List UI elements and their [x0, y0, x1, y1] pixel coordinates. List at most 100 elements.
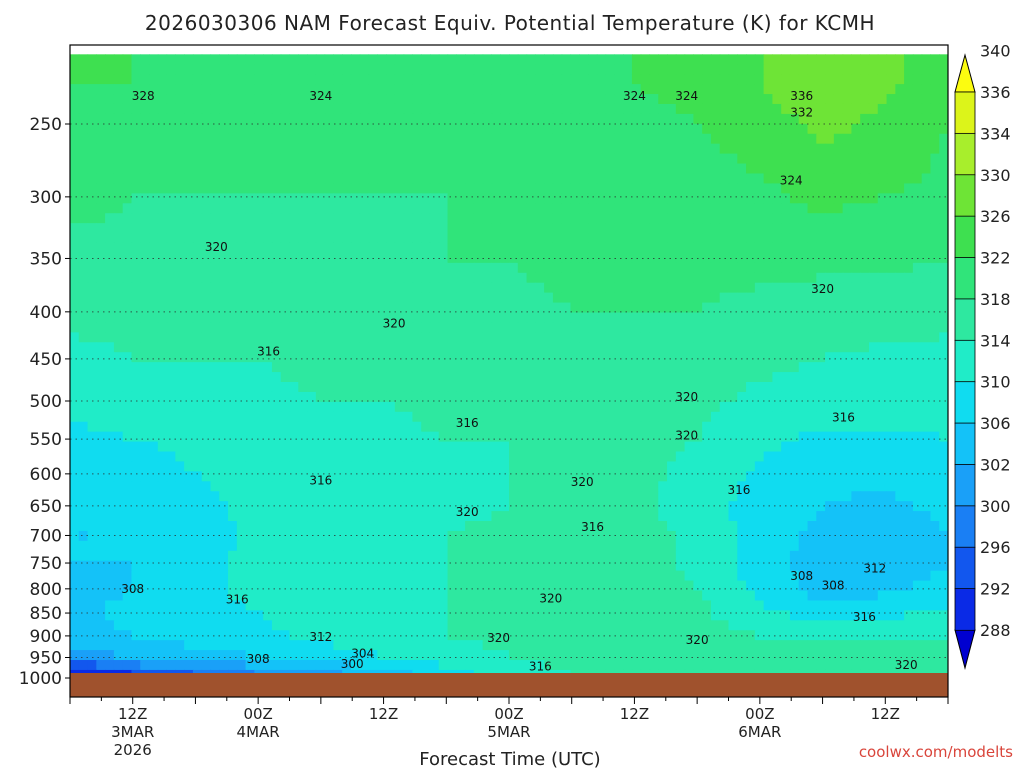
heatmap-cell [96, 94, 106, 105]
heatmap-cell [500, 530, 510, 542]
heatmap-cell [877, 401, 888, 413]
heatmap-cell [175, 103, 185, 115]
heatmap-cell [614, 382, 624, 393]
heatmap-cell [895, 113, 905, 125]
heatmap-cell [447, 501, 457, 512]
heatmap-cell [236, 173, 247, 185]
heatmap-cell [412, 242, 422, 254]
heatmap-cell [377, 54, 387, 65]
heatmap-cell [131, 54, 141, 65]
heatmap-cell [526, 481, 536, 492]
heatmap-cell [561, 203, 572, 214]
heatmap-cell [868, 540, 879, 552]
heatmap-cell [429, 540, 440, 552]
heatmap-cell [561, 143, 572, 155]
heatmap-cell [702, 292, 712, 304]
heatmap-cell [842, 282, 853, 294]
heatmap-cell [219, 143, 229, 155]
heatmap-cell [552, 382, 563, 393]
heatmap-cell [342, 262, 352, 274]
heatmap-cell [868, 133, 879, 145]
heatmap-cell [421, 540, 431, 552]
heatmap-cell [561, 352, 572, 363]
heatmap-cell [868, 233, 879, 244]
heatmap-cell [561, 292, 572, 304]
heatmap-cell [491, 461, 501, 472]
heatmap-cell [315, 223, 326, 234]
heatmap-cell [421, 133, 431, 145]
heatmap-cell [728, 193, 738, 204]
heatmap-cell [763, 382, 773, 393]
heatmap-cell [219, 262, 229, 274]
heatmap-cell [825, 411, 835, 423]
heatmap-cell [851, 401, 861, 413]
heatmap-cell [315, 233, 326, 244]
heatmap-cell [570, 193, 580, 204]
heatmap-cell [429, 64, 440, 75]
heatmap-cell [236, 143, 247, 155]
heatmap-cell [579, 173, 589, 185]
heatmap-cell [798, 342, 809, 353]
heatmap-cell [851, 342, 861, 353]
heatmap-cell [70, 242, 80, 254]
heatmap-cell [271, 540, 282, 552]
heatmap-cell [359, 163, 370, 175]
heatmap-cell [491, 471, 501, 482]
heatmap-cell [684, 481, 694, 492]
heatmap-cell [702, 342, 712, 353]
heatmap-cell [263, 183, 273, 194]
heatmap-cell [912, 382, 923, 393]
heatmap-cell [289, 491, 299, 502]
heatmap-cell [702, 213, 712, 224]
heatmap-cell [904, 282, 914, 294]
heatmap-cell [649, 501, 659, 512]
heatmap-cell [684, 530, 694, 542]
heatmap-cell [675, 451, 686, 463]
heatmap-cell [605, 352, 615, 363]
heatmap-cell [149, 421, 159, 433]
heatmap-cell [851, 203, 861, 214]
heatmap-cell [210, 312, 220, 324]
heatmap-cell [719, 153, 730, 165]
heatmap-cell [579, 461, 589, 472]
heatmap-cell [342, 183, 352, 194]
heatmap-cell [421, 372, 431, 383]
heatmap-cell [825, 242, 835, 254]
heatmap-cell [377, 401, 387, 413]
heatmap-cell [728, 173, 738, 185]
heatmap-cell [658, 352, 668, 363]
heatmap-cell [895, 461, 905, 472]
heatmap-cell [315, 411, 326, 423]
heatmap-cell [579, 242, 589, 254]
heatmap-cell [895, 352, 905, 363]
heatmap-cell [140, 203, 150, 214]
heatmap-cell [228, 431, 238, 443]
heatmap-cell [623, 521, 633, 532]
heatmap-cell [772, 540, 782, 552]
heatmap-cell [228, 193, 238, 204]
heatmap-cell [798, 242, 809, 254]
heatmap-cell [912, 193, 923, 204]
heatmap-cell [719, 74, 730, 85]
heatmap-cell [228, 292, 238, 304]
heatmap-cell [438, 481, 449, 492]
heatmap-cell [438, 173, 449, 185]
heatmap-cell [895, 292, 905, 304]
heatmap-cell [280, 322, 291, 333]
heatmap-cell [614, 272, 624, 284]
heatmap-cell [350, 262, 361, 274]
heatmap-cell [807, 252, 817, 264]
heatmap-cell [719, 501, 730, 512]
heatmap-cell [710, 342, 721, 353]
heatmap-cell [245, 153, 255, 165]
heatmap-cell [359, 441, 370, 453]
heatmap-cell [526, 530, 536, 542]
heatmap-cell [798, 530, 809, 542]
heatmap-cell [447, 352, 457, 363]
heatmap-cell [561, 193, 572, 204]
heatmap-cell [517, 362, 528, 373]
heatmap-cell [877, 451, 888, 463]
heatmap-cell [746, 342, 756, 353]
heatmap-cell [781, 133, 791, 145]
heatmap-cell [175, 272, 185, 284]
